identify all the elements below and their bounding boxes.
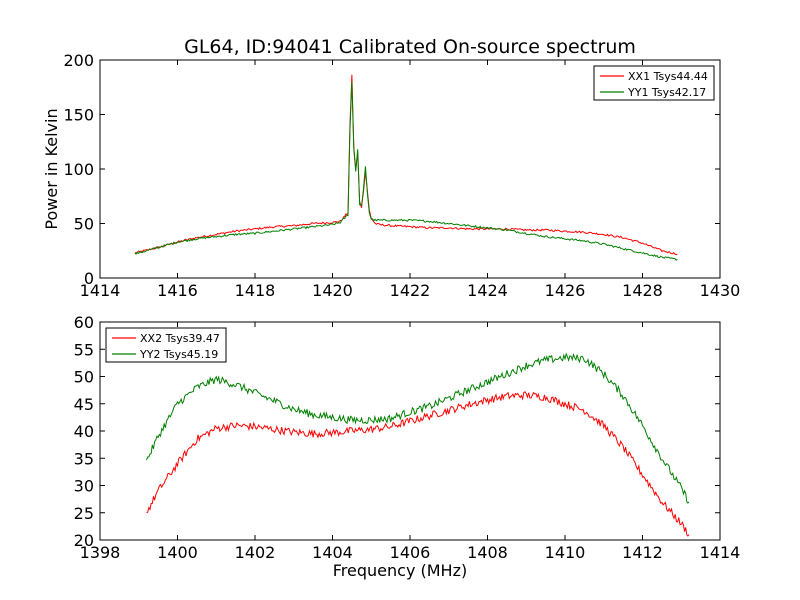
y-tick-label: 60 — [74, 313, 94, 332]
x-tick-label: 1400 — [157, 543, 198, 562]
panel-1: 1414 1416 1418 1420 1422 1424 1426 1428 1430 0 50 1… — [42, 51, 740, 300]
legend: XX2 Tsys39.47 YY2 Tsys45.19 — [105, 327, 227, 363]
x-tick-label: 1424 — [467, 281, 508, 300]
x-tick-label: 1426 — [545, 281, 586, 300]
x-tick-label: 1428 — [622, 281, 663, 300]
panel-2: 1398 1400 1402 1404 1406 1408 1410 1412 1414 20 25… — [74, 313, 741, 580]
y-tick-label: 150 — [63, 106, 94, 125]
x-tick-label: 1418 — [235, 281, 276, 300]
y-tick-label: 20 — [74, 531, 94, 550]
legend-box — [105, 327, 227, 363]
y-axis-label: Power in Kelvin — [42, 108, 61, 229]
x-tick-label: 1410 — [545, 543, 586, 562]
legend-label: XX2 Tsys39.47 — [140, 332, 220, 345]
y-tick-label: 100 — [63, 160, 94, 179]
y-tick-label: 50 — [74, 215, 94, 234]
x-tick-label: 1414 — [80, 281, 121, 300]
y-tick-label: 55 — [74, 340, 94, 359]
x-tick-label: 1406 — [390, 543, 431, 562]
plot-panels: 1414 1416 1418 1420 1422 1424 1426 1428 14300501… — [42, 51, 740, 580]
x-tick-label: 1412 — [622, 543, 663, 562]
series-line-2 — [146, 352, 690, 504]
y-tick-label: 40 — [74, 422, 94, 441]
x-tick-label: 1402 — [235, 543, 276, 562]
chart-title: GL64, ID:94041 Calibrated On-source spec… — [184, 36, 636, 58]
series-line-1 — [134, 74, 678, 256]
series-line-1 — [146, 391, 690, 537]
y-tick-label: 30 — [74, 477, 94, 496]
legend-label: YY1 Tsys42.17 — [627, 86, 706, 99]
legend-label: XX1 Tsys44.44 — [628, 70, 708, 83]
y-tick-label: 0 — [84, 269, 94, 288]
series-line-2 — [134, 81, 678, 261]
x-tick-label: 1398 — [80, 543, 121, 562]
y-tick-label: 45 — [74, 395, 94, 414]
legend-label: YY2 Tsys45.19 — [139, 348, 218, 361]
legend: XX1 Tsys44.44 YY1 Tsys42.17 — [593, 65, 715, 101]
x-axis-label: Frequency (MHz) — [333, 561, 467, 580]
x-tick-label: 1408 — [467, 543, 508, 562]
x-tick-label: 1416 — [157, 281, 198, 300]
x-tick-label: 1422 — [390, 281, 431, 300]
y-tick-label: 35 — [74, 449, 94, 468]
y-tick-label: 200 — [63, 51, 94, 70]
y-tick-label: 25 — [74, 504, 94, 523]
x-tick-label: 1414 — [700, 543, 741, 562]
x-tick-label: 1430 — [700, 281, 741, 300]
x-tick-label: 1404 — [312, 543, 353, 562]
legend-box — [593, 65, 715, 101]
x-tick-label: 1420 — [312, 281, 353, 300]
y-tick-label: 50 — [74, 368, 94, 387]
